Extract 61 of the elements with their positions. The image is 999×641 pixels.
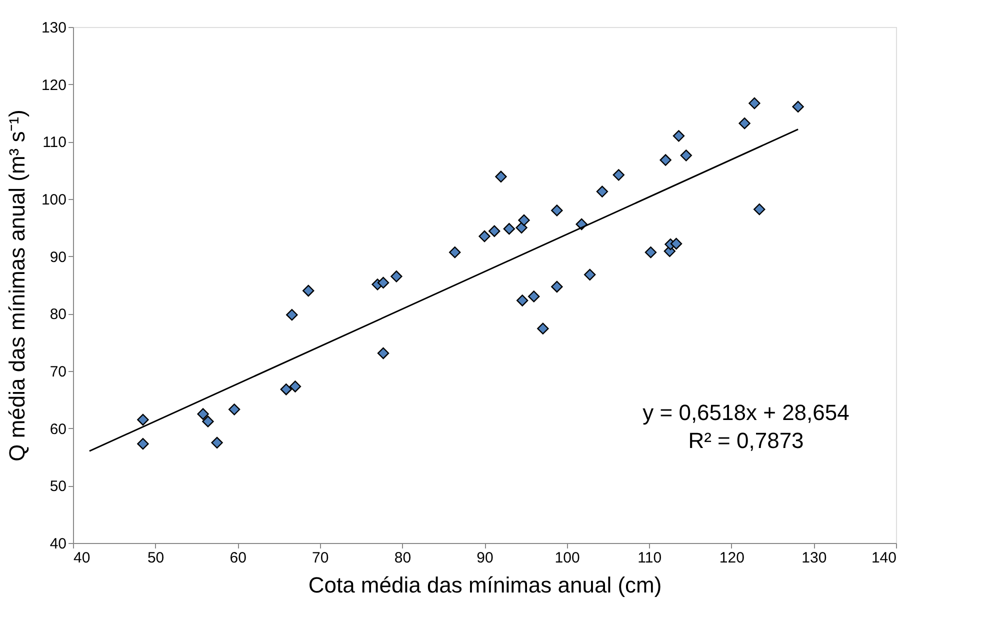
x-tick-label: 100	[554, 550, 580, 566]
x-tick-label: 60	[230, 550, 246, 566]
point	[754, 203, 766, 216]
annotation: R² = 0,7873	[688, 428, 804, 453]
point	[503, 222, 516, 235]
point	[478, 230, 490, 242]
y-tick-label: 120	[41, 76, 66, 94]
y-tick-label: 130	[41, 20, 66, 36]
point	[390, 270, 402, 282]
point	[644, 246, 657, 258]
x-tick-label: 130	[802, 550, 827, 566]
y-tick-label: 80	[50, 306, 66, 324]
point	[537, 322, 549, 334]
y-axis-title: Q média das mínimas anual (m³ s⁻¹)	[4, 110, 30, 462]
point	[551, 204, 563, 216]
point	[528, 290, 540, 302]
point	[680, 150, 692, 162]
point	[137, 414, 149, 426]
point	[211, 436, 223, 449]
x-tick-label: 40	[74, 550, 90, 566]
y-tick-label: 100	[41, 192, 66, 208]
y-tick-label: 60	[50, 420, 66, 438]
point	[596, 186, 608, 198]
y-tick-label: 70	[50, 364, 66, 380]
y-tick-label: 50	[50, 478, 66, 496]
point	[672, 130, 685, 142]
y-tick-label: 90	[50, 248, 66, 266]
x-tick-label: 70	[312, 550, 329, 566]
point	[495, 170, 507, 182]
point	[488, 225, 500, 237]
point	[302, 284, 314, 297]
x-tick-label: 50	[147, 550, 164, 566]
point	[202, 416, 214, 428]
x-tick-label: 110	[638, 550, 662, 566]
point	[670, 238, 682, 250]
point	[518, 214, 530, 226]
x-tick-label: 140	[871, 550, 896, 566]
x-tick-label: 120	[719, 550, 744, 566]
point	[748, 97, 760, 110]
y-tick-label: 40	[50, 536, 66, 552]
x-axis-title: Cota média das mínimas anual (cm)	[308, 572, 662, 598]
point	[551, 280, 563, 293]
x-tick-label: 80	[394, 550, 412, 566]
y-tick-label: 110	[42, 134, 66, 152]
point	[197, 408, 209, 420]
point	[377, 276, 390, 289]
annotation: y = 0,6518x + 28,654	[642, 400, 850, 425]
point	[377, 347, 390, 360]
point	[449, 246, 461, 258]
point	[792, 100, 804, 113]
point	[612, 169, 624, 181]
point	[660, 154, 672, 166]
point	[286, 308, 298, 321]
point	[137, 438, 149, 450]
point	[280, 384, 292, 396]
point	[289, 380, 302, 392]
point	[584, 268, 596, 281]
point	[738, 117, 750, 130]
point	[516, 294, 528, 306]
x-tick-label: 90	[476, 550, 494, 566]
point	[228, 404, 240, 416]
